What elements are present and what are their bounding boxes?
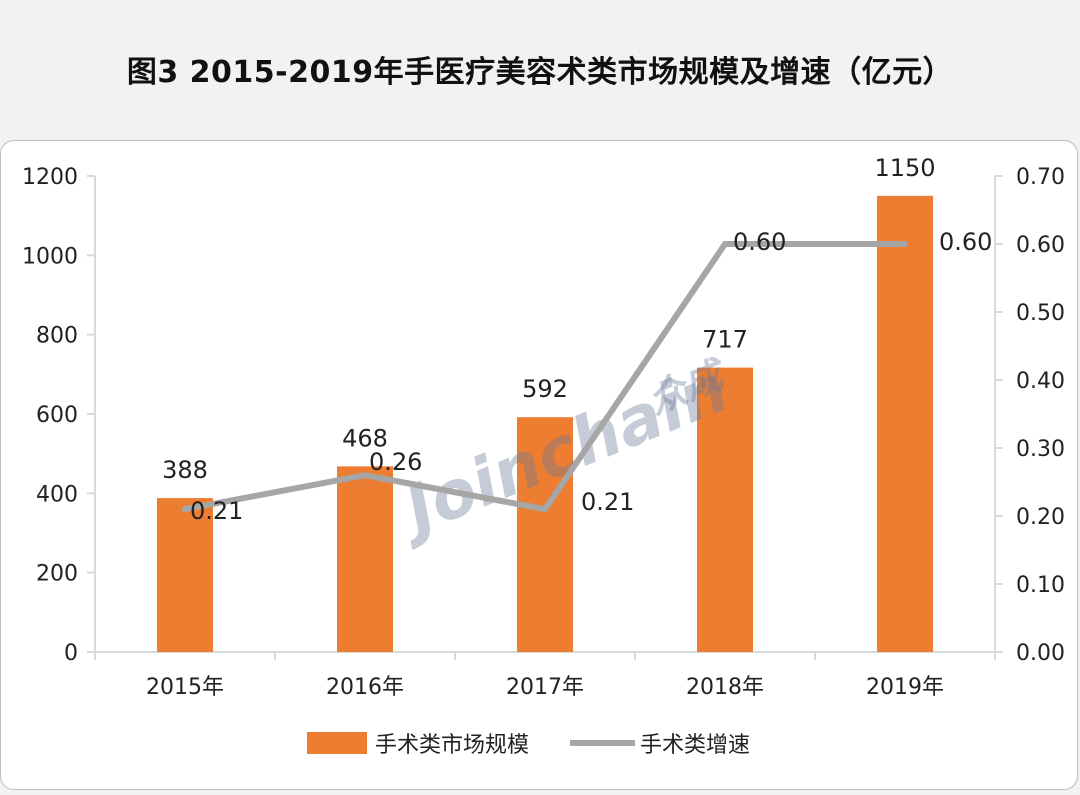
- legend-label-bar: 手术类市场规模: [375, 733, 529, 758]
- bar: [157, 498, 213, 652]
- left-tick-label: 800: [36, 324, 78, 349]
- line-value-label: 0.21: [581, 488, 634, 516]
- growth-point: [722, 241, 728, 247]
- right-tick-label: 0.20: [1016, 505, 1065, 530]
- right-tick-label: 0.30: [1016, 437, 1065, 462]
- legend-label-line: 手术类增速: [640, 733, 750, 758]
- bar-value-label: 388: [162, 456, 208, 484]
- right-tick-label: 0.70: [1016, 165, 1065, 190]
- left-tick-label: 400: [36, 482, 78, 507]
- bar: [697, 367, 753, 652]
- line-value-label: 0.60: [733, 228, 786, 256]
- growth-point: [902, 241, 908, 247]
- growth-point: [542, 506, 548, 513]
- right-tick-label: 0.40: [1016, 369, 1065, 394]
- right-tick-label: 0.50: [1016, 301, 1065, 326]
- x-tick-label: 2016年: [326, 675, 404, 700]
- x-tick-label: 2018年: [686, 675, 764, 700]
- page-title: 图3 2015-2019年手医疗美容术类市场规模及增速（亿元）: [126, 55, 954, 90]
- line-value-label: 0.26: [369, 448, 422, 476]
- bar-value-label: 592: [522, 375, 568, 403]
- bar-value-label: 1150: [874, 154, 935, 182]
- growth-point: [362, 472, 368, 479]
- bar-value-label: 468: [342, 424, 388, 452]
- left-tick-label: 200: [36, 562, 78, 587]
- line-value-label: 0.60: [939, 228, 992, 256]
- left-tick-label: 0: [64, 641, 78, 666]
- x-tick-label: 2017年: [506, 675, 584, 700]
- right-tick-label: 0.60: [1016, 233, 1065, 258]
- left-tick-label: 600: [36, 403, 78, 428]
- bar: [517, 417, 573, 652]
- bar: [337, 466, 393, 652]
- right-tick-label: 0.10: [1016, 573, 1065, 598]
- bar-value-label: 717: [702, 326, 748, 354]
- x-tick-label: 2015年: [146, 675, 224, 700]
- growth-point: [182, 506, 188, 513]
- legend-swatch-bar: [307, 732, 367, 754]
- line-value-label: 0.21: [190, 497, 243, 525]
- right-tick-label: 0.00: [1016, 641, 1065, 666]
- header: 图3 2015-2019年手医疗美容术类市场规模及增速（亿元）: [0, 0, 1080, 140]
- left-tick-label: 1000: [22, 244, 78, 269]
- bar: [877, 195, 933, 653]
- x-tick-label: 2019年: [866, 675, 944, 700]
- left-tick-label: 1200: [22, 165, 78, 190]
